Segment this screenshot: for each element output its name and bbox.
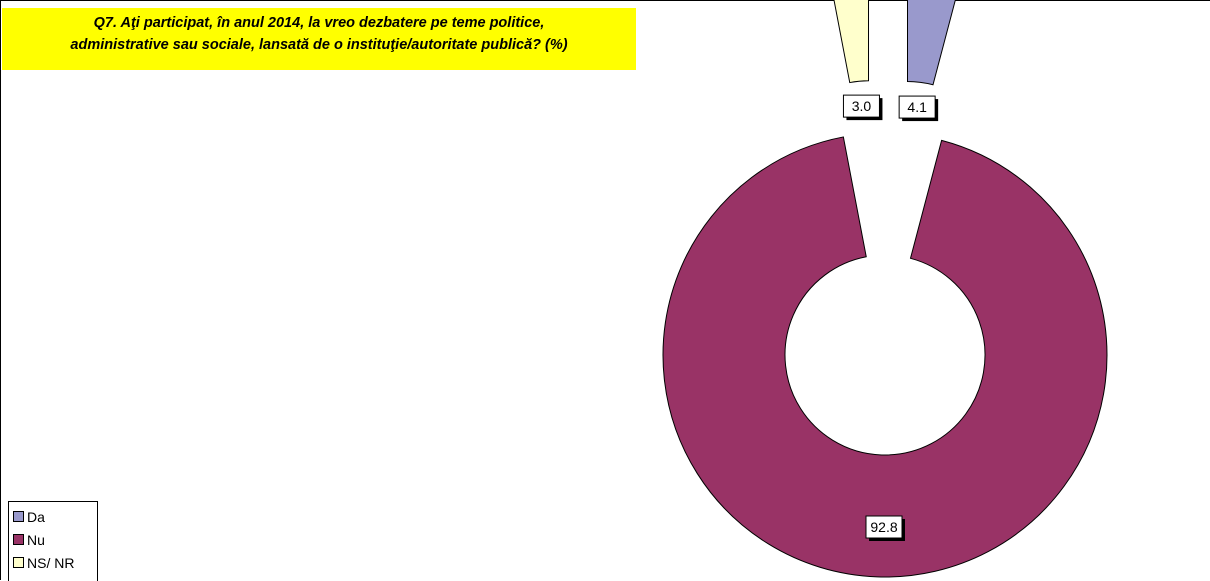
data-label-nu: 92.8: [865, 515, 905, 541]
legend-swatch: [13, 557, 24, 568]
legend-item: NS/ NR: [9, 551, 97, 574]
legend-swatch: [13, 511, 24, 522]
slice-ns-nr: [833, 0, 870, 84]
chart-title-line-1: Q7. Aţi participat, în anul 2014, la vre…: [93, 15, 545, 31]
data-label-box: [898, 95, 936, 119]
data-label-ns-nr: 3.0: [842, 94, 883, 121]
slice-nu: [662, 136, 1108, 578]
data-label-text: 4.1: [907, 99, 927, 115]
legend-item: Nu: [9, 528, 97, 551]
slice-da: [907, 0, 956, 86]
data-label-da: 4.1: [898, 95, 939, 122]
legend-item: Da: [9, 505, 97, 528]
legend-swatch: [13, 534, 24, 545]
data-label-text: 3.0: [852, 98, 872, 114]
chart-title-line-2: administrative sau sociale, lansată de o…: [70, 37, 568, 53]
chart-legend: Da Nu NS/ NR: [8, 501, 98, 581]
data-label-box: [842, 94, 880, 118]
data-label-box: [865, 515, 903, 539]
chart-title: Q7. Aţi participat, în anul 2014, la vre…: [2, 8, 636, 70]
legend-label: Nu: [27, 531, 45, 548]
legend-label: Da: [27, 508, 45, 525]
legend-label: NS/ NR: [27, 554, 75, 571]
data-label-text: 92.8: [870, 519, 897, 535]
